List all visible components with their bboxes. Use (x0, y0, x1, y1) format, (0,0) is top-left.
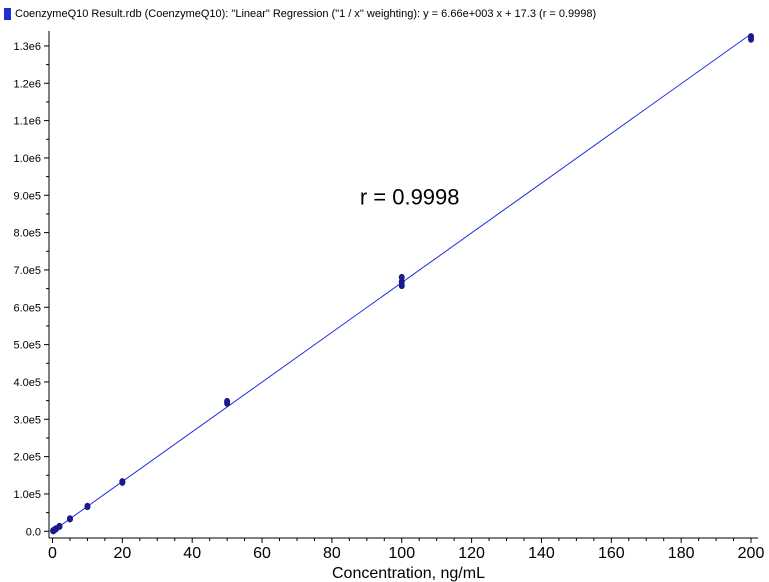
y-tick-label: 5.0e5 (13, 340, 41, 352)
legend: CoenzymeQ10 Result.rdb (CoenzymeQ10): "L… (4, 6, 596, 22)
data-point (56, 522, 63, 530)
x-tick-label: 60 (253, 545, 271, 562)
y-tick-label: 1.3e6 (13, 41, 41, 53)
x-tick-label: 120 (458, 545, 485, 562)
x-tick-label: 140 (528, 545, 555, 562)
x-tick-label: 200 (738, 545, 765, 562)
data-point (224, 397, 231, 405)
data-point (398, 273, 405, 281)
x-tick-label: 20 (113, 545, 131, 562)
y-tick-label: 6.0e5 (13, 302, 41, 314)
x-tick-label: 160 (598, 545, 625, 562)
y-tick-label: 0.0 (26, 526, 41, 538)
x-tick-label: 0 (48, 545, 57, 562)
y-tick-label: 9.0e5 (13, 190, 41, 202)
y-tick-label: 1.0e6 (13, 153, 41, 165)
y-tick-label: 4.0e5 (13, 377, 41, 389)
legend-text: CoenzymeQ10 Result.rdb (CoenzymeQ10): "L… (15, 8, 597, 20)
data-point (748, 33, 755, 41)
y-tick-label: 1.0e5 (13, 489, 41, 501)
x-tick-label: 40 (183, 545, 201, 562)
y-tick-label: 2.0e5 (13, 452, 41, 464)
y-tick-label: 3.0e5 (13, 414, 41, 426)
y-tick-label: 1.2e6 (13, 78, 41, 90)
x-tick-label: 180 (668, 545, 695, 562)
x-tick-label: 80 (323, 545, 341, 562)
r-annotation: r = 0.9998 (360, 185, 460, 210)
data-point (119, 478, 126, 486)
data-point (66, 515, 73, 523)
x-tick-label: 100 (388, 545, 415, 562)
y-tick-label: 7.0e5 (13, 265, 41, 277)
y-tick-label: 1.1e6 (13, 116, 41, 128)
y-tick-label: 8.0e5 (13, 228, 41, 240)
x-axis-label: Concentration, ng/mL (332, 565, 485, 582)
data-point (84, 502, 91, 510)
legend-swatch (4, 8, 11, 20)
